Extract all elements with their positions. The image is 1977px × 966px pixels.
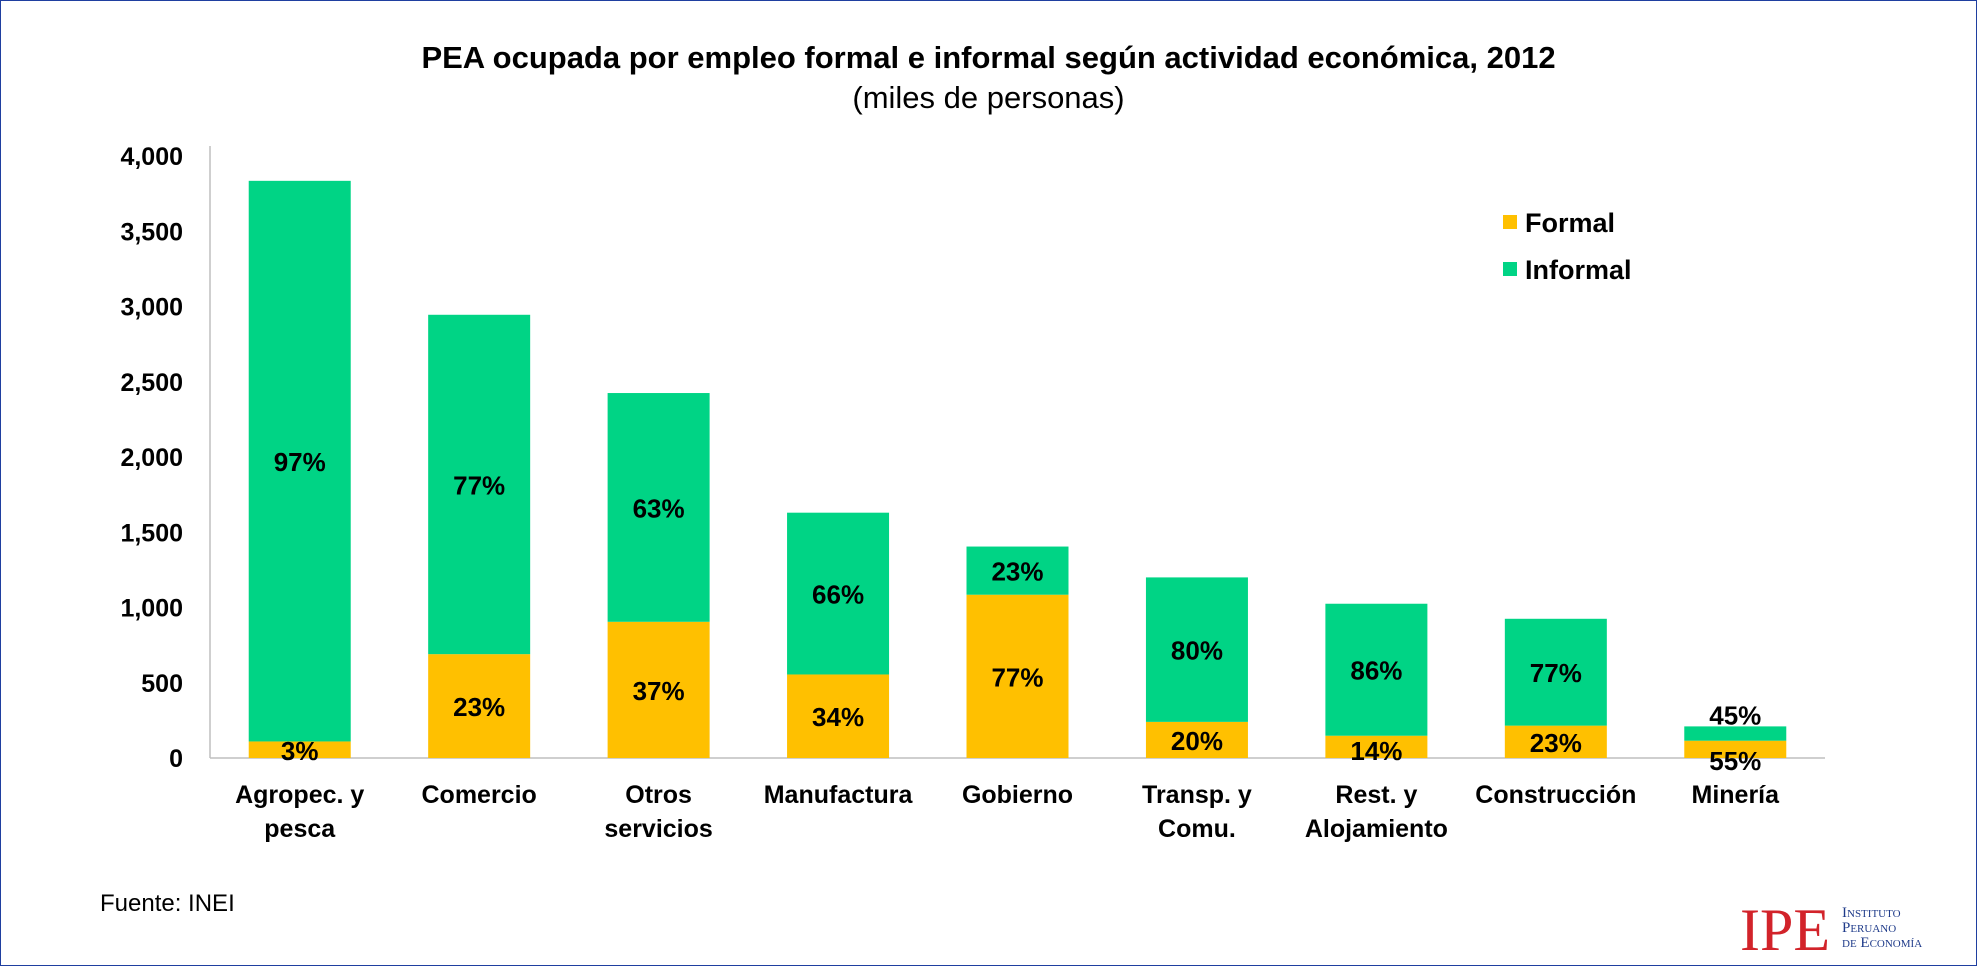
x-tick-label: Rest. y [1335, 781, 1417, 809]
bar-informal [607, 393, 710, 622]
chart-subtitle: (miles de personas) [852, 80, 1125, 115]
data-label-formal: 23% [1530, 728, 1582, 758]
bar-informal [248, 180, 351, 742]
bar-informal [1145, 577, 1248, 722]
x-tick-label: Comu. [1158, 815, 1236, 843]
data-label-informal: 66% [812, 580, 864, 610]
data-label-formal: 20% [1171, 726, 1223, 756]
y-tick-label: 3,000 [120, 294, 183, 322]
bar-formal [1145, 721, 1248, 758]
bar-informal [787, 512, 890, 675]
chart-title: PEA ocupada por empleo formal e informal… [421, 40, 1556, 75]
x-tick-label: Agropec. y [235, 781, 364, 809]
stacked-bar-chart: 0 500 1,000 1,500 2,000 2,500 3,000 3,500 4,000 3… [120, 143, 1825, 843]
data-label-formal: 77% [991, 662, 1043, 692]
x-tick-label: Minería [1692, 781, 1781, 809]
data-label-formal: 23% [453, 692, 505, 722]
logo-line: Instituto [1842, 905, 1901, 921]
x-tick-label: Otros [625, 781, 692, 809]
bar-formal [787, 674, 890, 758]
bar-formal [1684, 740, 1787, 758]
data-label-informal: 45% [1709, 700, 1761, 730]
source-note: Fuente: INEI [100, 890, 235, 917]
bar-formal [966, 594, 1069, 758]
x-tick-label: servicios [604, 815, 712, 843]
bar-informal [1504, 618, 1607, 726]
y-tick-label: 2,500 [120, 369, 183, 397]
y-tick-label: 0 [169, 745, 183, 773]
y-tick-label: 1,000 [120, 595, 183, 623]
x-tick-label: Alojamiento [1305, 815, 1448, 843]
logo-line: de Economía [1842, 935, 1923, 951]
y-tick-label: 1,500 [120, 519, 183, 547]
logo-mark: IPE [1740, 897, 1830, 963]
data-label-formal: 3% [281, 736, 319, 766]
y-tick-label: 3,500 [120, 218, 183, 246]
x-tick-label: Gobierno [962, 781, 1073, 809]
bar-formal [1325, 735, 1428, 758]
data-label-informal: 80% [1171, 636, 1223, 666]
data-label-informal: 77% [453, 470, 505, 500]
data-label-informal: 63% [633, 493, 685, 523]
x-tick-label: Manufactura [764, 781, 914, 809]
bar-formal [248, 741, 351, 758]
logo-line: Peruano [1842, 920, 1897, 936]
data-label-formal: 37% [633, 676, 685, 706]
x-tick-label: Construcción [1475, 781, 1636, 809]
legend-swatch [1503, 262, 1517, 276]
data-label-informal: 86% [1350, 656, 1402, 686]
data-label-informal: 97% [274, 447, 326, 477]
x-tick-label: pesca [264, 815, 336, 843]
bar-informal [1325, 603, 1428, 736]
data-label-informal: 23% [991, 557, 1043, 587]
logo-text: Instituto Peruano de Economía [1842, 906, 1977, 951]
bar-informal [966, 546, 1069, 595]
x-tick-label: Transp. y [1142, 781, 1252, 809]
data-label-formal: 55% [1709, 746, 1761, 776]
y-tick-label: 2,000 [120, 444, 183, 472]
bar-formal [1504, 725, 1607, 758]
bar-formal [428, 654, 531, 758]
x-tick-label: Comercio [422, 781, 537, 809]
bar-formal [607, 621, 710, 758]
legend-label: Informal [1525, 255, 1632, 285]
bar-informal [428, 314, 531, 655]
legend-swatch [1503, 215, 1517, 229]
y-tick-label: 500 [141, 670, 183, 698]
data-label-informal: 77% [1530, 658, 1582, 688]
data-label-formal: 14% [1350, 736, 1402, 766]
legend-label: Formal [1525, 208, 1615, 238]
bar-informal [1684, 726, 1787, 741]
y-tick-label: 4,000 [120, 143, 183, 171]
data-label-formal: 34% [812, 702, 864, 732]
